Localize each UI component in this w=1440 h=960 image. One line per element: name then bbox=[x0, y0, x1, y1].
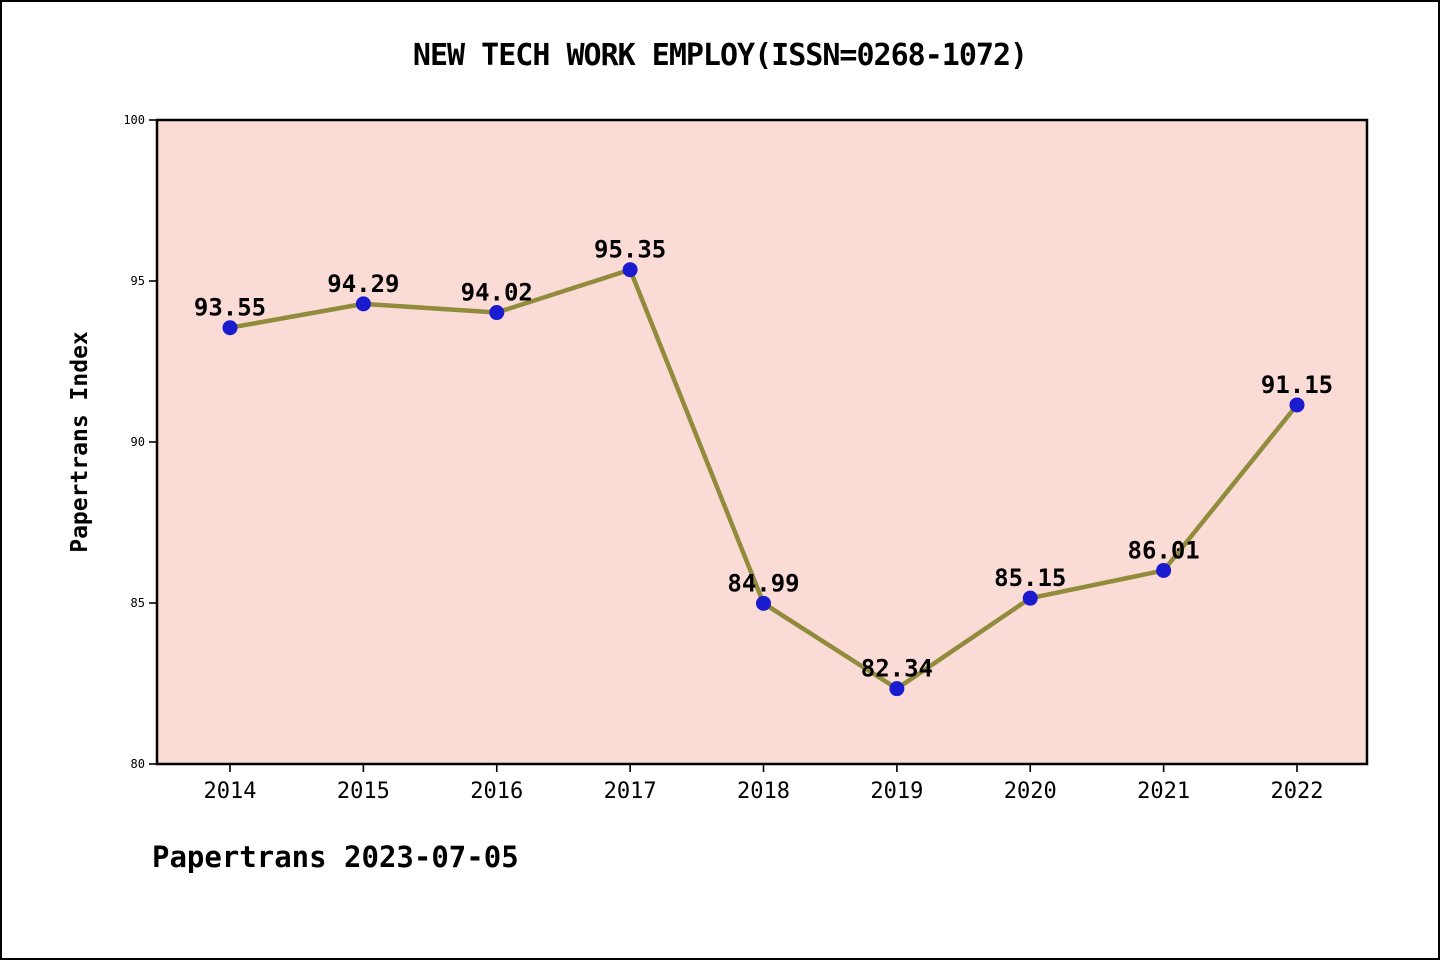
data-point-label: 94.02 bbox=[461, 279, 533, 307]
data-point bbox=[1156, 562, 1172, 578]
x-tick-label: 2014 bbox=[204, 779, 257, 804]
data-point bbox=[222, 320, 238, 336]
data-point bbox=[756, 595, 771, 611]
plot-background bbox=[155, 118, 1369, 766]
y-tick-label: 95 bbox=[131, 274, 145, 288]
data-point bbox=[489, 305, 505, 321]
x-tick-label: 2021 bbox=[1137, 779, 1190, 804]
data-point-label: 93.55 bbox=[194, 294, 266, 322]
x-tick-label: 2015 bbox=[337, 779, 390, 804]
data-point-label: 95.35 bbox=[594, 236, 666, 264]
y-tick-label: 90 bbox=[131, 435, 145, 449]
data-point-label: 82.34 bbox=[861, 655, 933, 683]
x-tick-label: 2020 bbox=[1004, 779, 1057, 804]
data-point bbox=[1022, 590, 1038, 606]
data-point bbox=[889, 681, 905, 697]
data-point-label: 91.15 bbox=[1261, 371, 1333, 399]
watermark-text: Papertrans 2023-07-05 bbox=[152, 840, 519, 874]
y-tick-label: 85 bbox=[131, 596, 145, 610]
y-tick-label: 80 bbox=[131, 757, 145, 771]
x-tick-label: 2017 bbox=[604, 779, 657, 804]
data-point-label: 86.01 bbox=[1128, 536, 1200, 564]
x-tick-label: 2018 bbox=[737, 779, 790, 804]
y-tick-label: 100 bbox=[123, 113, 145, 127]
data-point bbox=[355, 296, 371, 312]
data-point-label: 94.29 bbox=[327, 270, 399, 298]
x-tick-label: 2016 bbox=[470, 779, 523, 804]
y-axis-label: Papertrans Index bbox=[67, 331, 93, 553]
data-point bbox=[622, 262, 638, 278]
data-point bbox=[1289, 397, 1305, 413]
data-point-label: 85.15 bbox=[994, 564, 1066, 592]
x-tick-label: 2019 bbox=[870, 779, 923, 804]
data-point-label: 84.99 bbox=[727, 569, 799, 597]
x-tick-label: 2022 bbox=[1271, 779, 1324, 804]
line-chart: 80 85 90 95 100 2014 2015 2016 2017 2018 2019 2020 2… bbox=[123, 113, 1369, 804]
chart-title: NEW TECH WORK EMPLOY(ISSN=0268-1072) bbox=[412, 38, 1028, 73]
